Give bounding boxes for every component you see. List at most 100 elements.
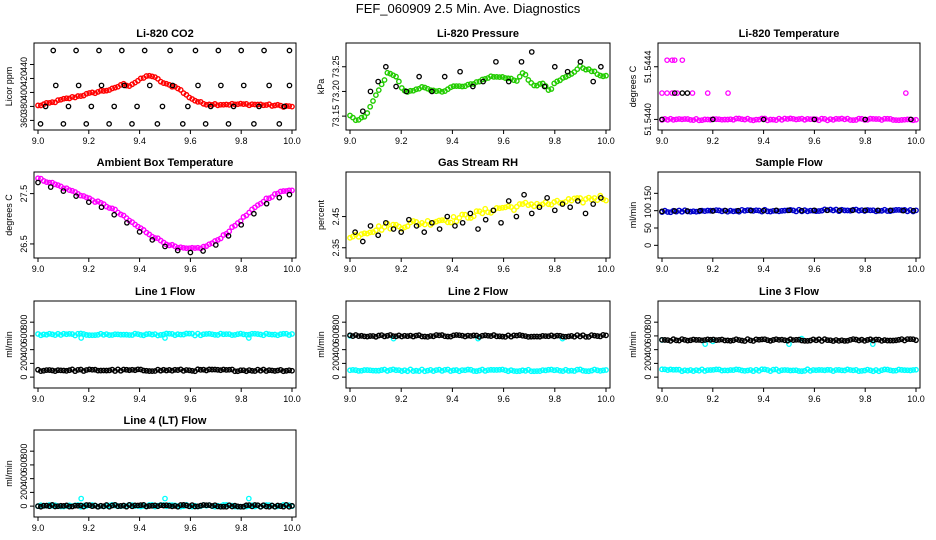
y-tick-label: 27.5 [19, 185, 29, 203]
data-point [467, 210, 474, 217]
x-tick-label: 9.2 [707, 136, 720, 146]
data-point [559, 333, 566, 340]
data-point [112, 501, 118, 508]
data-point [202, 121, 209, 127]
data-point [847, 336, 854, 343]
data-point [177, 502, 184, 508]
data-point [807, 337, 814, 344]
data-point [123, 366, 130, 373]
data-point [120, 502, 127, 509]
data-point [212, 502, 218, 509]
data-point [786, 207, 792, 214]
data-point [367, 88, 374, 95]
panel-line1: Line 1 Flow ml/min 9.0 9.2 9.4 9.6 9.8 10.0 0 200… [4, 286, 301, 404]
series-black [35, 501, 295, 510]
data-point [447, 368, 454, 374]
data-point [559, 201, 566, 207]
plot-title: Li-820 Pressure [437, 28, 519, 40]
series-red [35, 72, 295, 110]
data-point [75, 93, 81, 99]
data-point [801, 337, 808, 344]
data-point [499, 204, 506, 211]
data-point [499, 366, 506, 373]
data-point [398, 368, 405, 374]
data-point [739, 337, 745, 344]
data-point [277, 188, 284, 195]
data-point [416, 332, 422, 339]
y-tick-label: 0 [331, 375, 341, 380]
data-point [908, 116, 914, 123]
data-point [554, 332, 561, 339]
data-point [747, 367, 754, 373]
plot-points [659, 57, 919, 124]
data-point [453, 367, 460, 373]
data-point [66, 503, 73, 510]
data-point [123, 82, 130, 89]
y-tick-label: 0 [19, 504, 29, 509]
data-point [57, 502, 64, 509]
x-tick-label: 10.0 [283, 136, 301, 146]
data-point [716, 336, 722, 343]
y-axis-label: degrees C [628, 65, 638, 107]
x-tick-label: 9.6 [184, 394, 197, 404]
data-point [833, 337, 839, 343]
data-point [884, 208, 891, 214]
data-point [436, 366, 443, 373]
data-point [696, 117, 703, 124]
data-point [591, 332, 598, 339]
plot-title: Line 1 Flow [135, 286, 195, 298]
data-point [413, 86, 420, 93]
data-point [95, 367, 101, 374]
data-point [913, 207, 919, 214]
data-point [177, 331, 184, 338]
data-point [713, 207, 720, 214]
data-point [594, 333, 601, 339]
data-point [277, 331, 284, 338]
data-point [574, 195, 581, 201]
data-point [811, 116, 818, 123]
data-point [557, 367, 563, 374]
data-point [367, 333, 374, 339]
data-point [109, 332, 116, 338]
data-point [243, 101, 250, 107]
data-point [590, 78, 597, 85]
series-black [659, 336, 919, 344]
series-black [659, 90, 914, 123]
data-point [764, 367, 771, 373]
data-point [482, 205, 489, 212]
data-point [861, 337, 868, 344]
data-point [588, 332, 595, 339]
data-point [206, 241, 213, 248]
x-tick-label: 9.6 [808, 136, 821, 146]
data-point [166, 330, 173, 337]
data-point [881, 366, 888, 373]
data-point [106, 121, 112, 127]
data-point [206, 366, 213, 373]
data-point [498, 219, 504, 226]
data-point [447, 333, 454, 340]
data-point [724, 337, 731, 344]
data-point [169, 331, 176, 337]
data-point [836, 367, 842, 373]
y-tick-label: 420 [19, 71, 29, 86]
data-point [693, 337, 700, 343]
data-point [511, 77, 517, 84]
data-point [117, 331, 124, 338]
data-point [115, 503, 121, 510]
data-point [559, 368, 566, 375]
plot-title: Li-820 Temperature [739, 28, 840, 40]
data-point [55, 330, 61, 337]
data-point [387, 367, 394, 373]
data-point [370, 367, 376, 374]
panel-ambient: Ambient Box Temperature degrees C 9.0 9.2 9.… [4, 157, 301, 274]
data-point [551, 333, 558, 340]
data-point [209, 331, 215, 338]
data-point [280, 188, 287, 194]
data-point [243, 368, 250, 375]
data-point [370, 98, 376, 104]
data-point [214, 332, 221, 338]
data-point [719, 336, 725, 343]
x-tick-label: 9.6 [497, 264, 510, 274]
y-tick-label: 200 [19, 356, 29, 371]
data-point [594, 367, 601, 374]
